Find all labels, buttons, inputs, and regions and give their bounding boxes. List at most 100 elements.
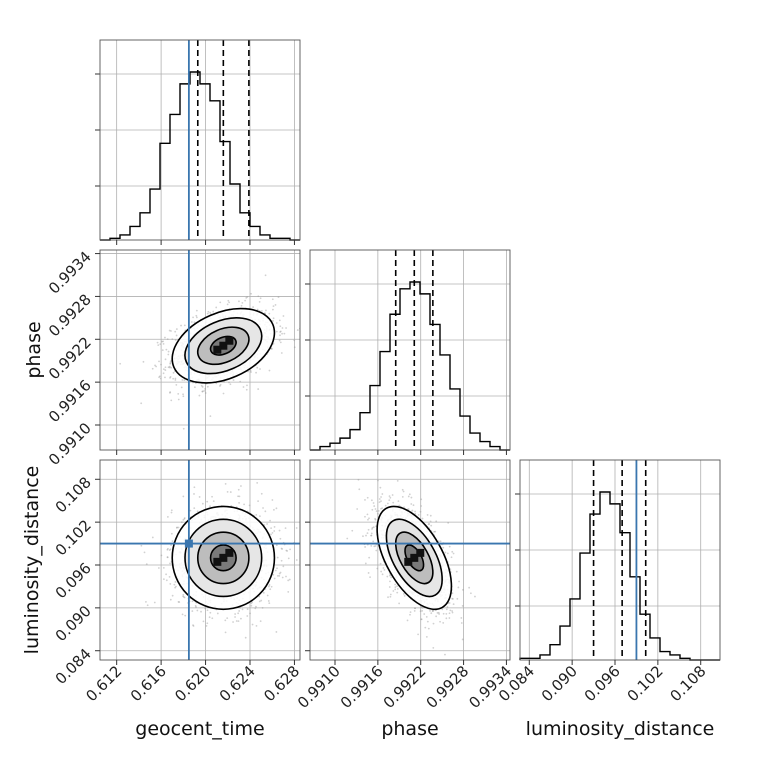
sample-point [175, 328, 178, 330]
sample-point [229, 383, 232, 386]
sample-point [177, 600, 180, 603]
sample-point [170, 366, 173, 369]
sample-point [425, 635, 428, 638]
sample-point [216, 612, 219, 615]
sample-point [279, 341, 282, 344]
sample-point [177, 526, 180, 529]
sample-point [248, 504, 251, 507]
sample-point [386, 575, 389, 578]
sample-point [165, 348, 168, 351]
sample-point [160, 363, 162, 366]
sample-point [444, 551, 447, 554]
sample-point [169, 375, 172, 378]
sample-point [219, 383, 222, 386]
sample-point [265, 309, 267, 312]
sample-point [196, 510, 199, 513]
sample-point [251, 623, 254, 626]
sample-point [445, 613, 448, 615]
sample-point [232, 621, 234, 623]
x-axis-title-geocent-time: geocent_time [135, 718, 264, 740]
sample-point [228, 301, 231, 304]
sample-point [410, 496, 413, 499]
sample-point [372, 502, 375, 504]
sample-point [370, 499, 373, 502]
sample-point [279, 334, 281, 337]
sample-point [164, 358, 167, 361]
sample-point [142, 360, 145, 363]
sample-point [435, 520, 438, 523]
sample-point [202, 620, 205, 623]
sample-point [227, 299, 230, 302]
sample-point [278, 572, 281, 575]
sample-point [159, 377, 162, 380]
sample-point [432, 622, 435, 625]
sample-point [414, 607, 416, 610]
density-peak-cell [219, 341, 228, 350]
sample-point [165, 579, 168, 582]
density-peak-cell [213, 345, 222, 354]
sample-point [271, 348, 273, 350]
sample-point [278, 319, 281, 322]
sample-point [429, 520, 432, 523]
sample-point [238, 502, 240, 504]
sample-point [279, 325, 282, 328]
sample-point [260, 599, 263, 602]
sample-point [249, 369, 252, 372]
sample-point [256, 366, 259, 369]
sample-point [195, 316, 198, 319]
sample-point [243, 503, 245, 506]
sample-point [198, 394, 201, 397]
sample-point [159, 375, 161, 378]
sample-point [174, 586, 177, 589]
sample-point [272, 308, 274, 311]
sample-point [169, 583, 172, 585]
sample-point [282, 565, 285, 568]
sample-point [161, 349, 164, 352]
sample-point [169, 598, 172, 601]
sample-point [262, 507, 264, 509]
sample-point [407, 508, 410, 510]
sample-point [389, 496, 392, 499]
sample-point [390, 576, 393, 579]
sample-point [171, 594, 174, 597]
sample-point [268, 602, 271, 605]
sample-point [420, 618, 422, 621]
sample-point [407, 495, 410, 498]
sample-point [376, 512, 379, 515]
sample-point [162, 368, 165, 371]
sample-point [201, 390, 204, 393]
sample-point [282, 315, 285, 317]
sample-point [438, 613, 440, 615]
sample-point [169, 391, 172, 393]
sample-point [369, 576, 371, 579]
sample-point [289, 548, 291, 551]
sample-point [258, 301, 261, 303]
sample-point [235, 620, 238, 622]
sample-point [388, 495, 391, 498]
sample-point [275, 322, 278, 324]
sample-point [177, 398, 180, 401]
sample-point [445, 617, 448, 620]
sample-point [286, 550, 289, 552]
sample-point [259, 368, 261, 370]
sample-point [246, 608, 249, 611]
sample-point [371, 526, 374, 529]
sample-point [280, 352, 283, 354]
sample-point [366, 496, 369, 499]
sample-point [273, 526, 276, 528]
sample-point [402, 593, 405, 595]
sample-point [437, 611, 440, 614]
sample-point [380, 507, 382, 510]
sample-point [364, 546, 367, 548]
sample-point [447, 521, 450, 524]
panel-frame-phase_vs_geocent_time [99, 249, 301, 451]
density-peak-cell [410, 553, 419, 562]
sample-point [378, 501, 381, 504]
sample-point [246, 615, 249, 617]
sample-point [167, 350, 170, 353]
sample-point [192, 625, 195, 627]
sample-point [259, 297, 262, 300]
histogram-geocent_time [100, 71, 300, 241]
sample-point [434, 530, 437, 533]
